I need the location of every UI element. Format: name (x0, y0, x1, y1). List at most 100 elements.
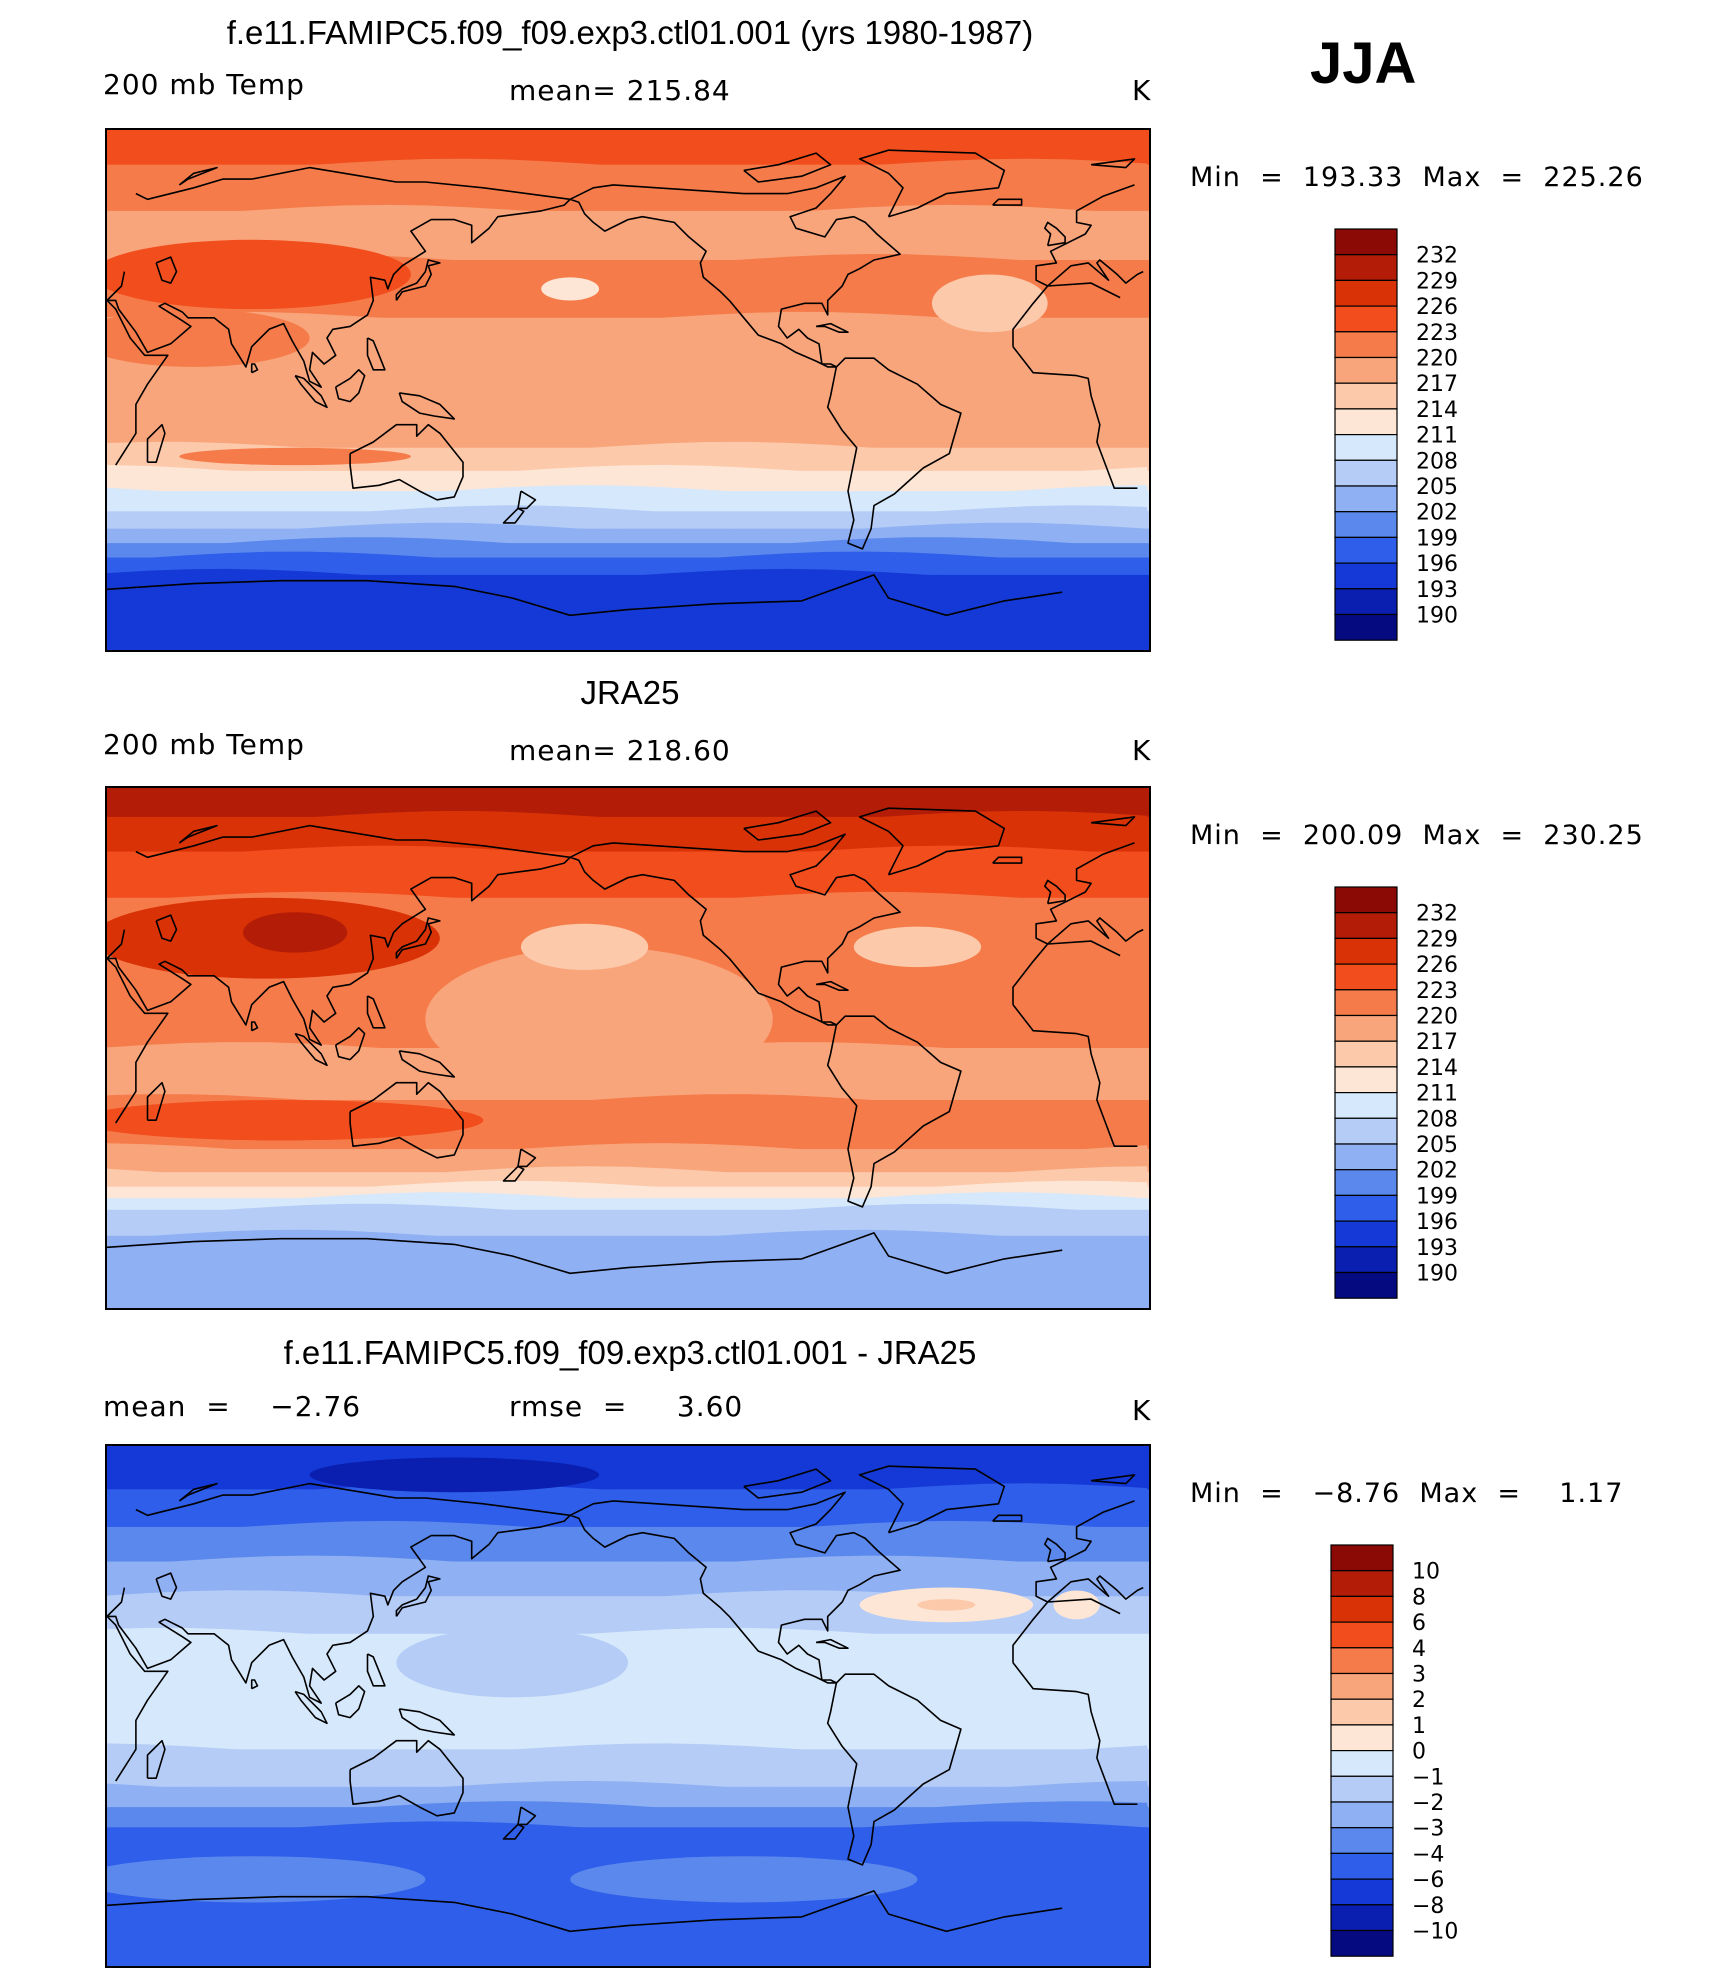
coastline (107, 1482, 571, 1704)
panel-2-variable-label: 200 mb Temp (103, 728, 305, 761)
colorbar-label: 220 (1416, 1005, 1458, 1030)
coastline (858, 807, 1006, 876)
contour-band-edge (107, 158, 1149, 173)
coastline (1035, 1500, 1144, 1603)
colorbar-swatch (1334, 279, 1398, 307)
colorbar-swatch (1330, 1544, 1394, 1572)
contour-band (107, 1446, 1149, 1490)
colorbar-swatch (1334, 963, 1398, 991)
coastline (334, 1685, 366, 1719)
contour-region (425, 946, 773, 1092)
colorbar-swatch (1330, 1672, 1394, 1700)
colorbar-swatch (1334, 1117, 1398, 1145)
panel-2-units-label: K (1132, 734, 1152, 767)
coastline (569, 833, 901, 1026)
coastline (826, 1015, 962, 1208)
colorbar-swatch (1330, 1750, 1394, 1777)
panel-3-map-svg (107, 1446, 1149, 1966)
colorbar-label: 202 (1416, 501, 1458, 526)
contour-band-edge (107, 522, 1149, 537)
coastline (107, 299, 169, 466)
panel-1-mean-label: mean= 215.84 (509, 74, 731, 107)
panel-2-colorbar: 232 229 226 223 220 217 214 211 208 205 202 199 196 1… (1334, 886, 1474, 1301)
colorbar-label: 226 (1416, 295, 1458, 320)
colorbar-label: −1 (1412, 1765, 1444, 1790)
contour-band-edge (107, 1821, 1149, 1836)
panel-3-minmax: Min = −8.76 Max = 1.17 (1190, 1478, 1624, 1509)
colorbar-swatch (1330, 1929, 1394, 1957)
coastline (743, 810, 832, 841)
colorbar-swatch (1334, 331, 1398, 359)
contour-band-edge (107, 1780, 1149, 1795)
colorbar-label: 226 (1416, 953, 1458, 978)
coastline (107, 574, 1063, 617)
coastline (349, 423, 464, 501)
colorbar-swatch (1334, 254, 1398, 282)
colorbar-label: 208 (1416, 1107, 1458, 1132)
colorbar-swatch (1330, 1852, 1394, 1880)
contour-region (243, 912, 348, 953)
coastline (250, 1679, 259, 1690)
coastline (107, 1615, 169, 1782)
panel-3-units-label: K (1132, 1394, 1152, 1427)
colorbar-label: 214 (1416, 1056, 1458, 1081)
coastline (334, 1027, 366, 1061)
coastline (743, 152, 832, 183)
colorbar-label: −2 (1412, 1791, 1444, 1816)
contour-band-edge (107, 311, 1149, 326)
coastline (366, 995, 386, 1029)
coastline (1012, 1004, 1138, 1148)
coastline (155, 1572, 178, 1600)
colorbar-label: 199 (1416, 526, 1458, 551)
coastline (398, 392, 456, 420)
colorbar-label: 1 (1412, 1714, 1426, 1739)
coastline (349, 1739, 464, 1817)
colorbar-label: 190 (1416, 604, 1458, 629)
contour-region (853, 926, 982, 968)
colorbar-swatch (1334, 1220, 1398, 1248)
coastline (502, 1823, 525, 1840)
coastline (366, 1653, 386, 1687)
colorbar-label: 6 (1412, 1611, 1426, 1636)
colorbar-swatch (1334, 408, 1398, 436)
coastline (502, 1165, 525, 1182)
panel-1-colorbar: 232 229 226 223 220 217 214 211 208 205 202 199 196 1… (1334, 228, 1474, 643)
contour-band-edge (107, 1743, 1149, 1758)
colorbar-swatch (1330, 1801, 1394, 1829)
contour-region (107, 1856, 426, 1903)
contour-region (107, 1100, 484, 1141)
panel-2-mean-label: mean= 218.60 (509, 734, 731, 767)
coastline (1012, 346, 1138, 490)
contour-region (107, 239, 411, 310)
panel-1-variable-label: 200 mb Temp (103, 68, 305, 101)
contour-region (179, 447, 411, 466)
coastline (107, 166, 571, 388)
colorbar-label: 10 (1412, 1560, 1440, 1585)
coastline (858, 1465, 1006, 1534)
colorbar-label: 196 (1416, 552, 1458, 577)
coastline (155, 914, 178, 942)
coastline (107, 957, 169, 1124)
contour-region (541, 277, 600, 301)
coastline (107, 824, 571, 1046)
coastline (1090, 816, 1136, 827)
contour-band (107, 130, 1149, 166)
colorbar-label: 2 (1412, 1688, 1426, 1713)
coastline (294, 1032, 328, 1067)
colorbar-label: 229 (1416, 927, 1458, 952)
coastline (294, 374, 328, 409)
contour-region (396, 1628, 628, 1698)
contour-band-edge (107, 810, 1149, 825)
coastline (395, 259, 441, 301)
colorbar-1-svg: 2322292262232202172142112082052021991961… (1334, 228, 1458, 641)
colorbar-label: 193 (1416, 578, 1458, 603)
coastline (858, 149, 1006, 218)
colorbar-swatch (1330, 1878, 1394, 1906)
coastline (815, 980, 849, 991)
coastline (992, 856, 1023, 864)
colorbar-label: 211 (1416, 424, 1458, 449)
coastline (1012, 1662, 1138, 1806)
contour-band (107, 1633, 1149, 1750)
colorbar-swatch (1334, 485, 1398, 513)
